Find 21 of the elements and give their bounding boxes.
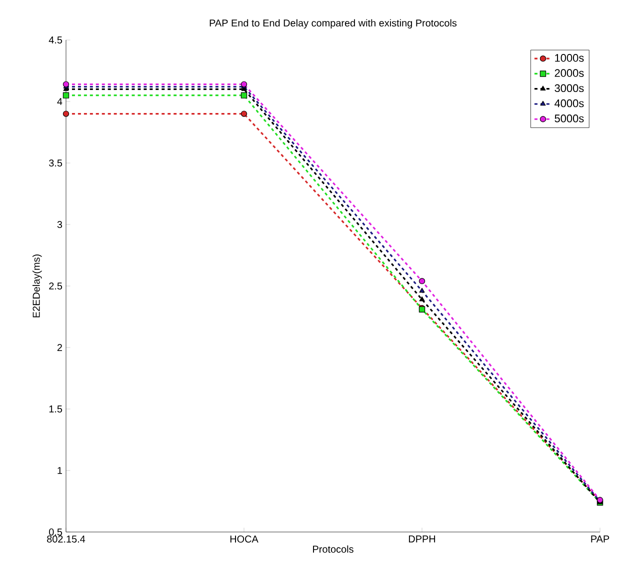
x-tick-label: 802.15.4 bbox=[47, 536, 86, 543]
y-tick-label: 3 bbox=[57, 220, 62, 228]
y-tick-label: 4 bbox=[57, 98, 62, 105]
legend-label: 5000s bbox=[554, 114, 584, 122]
y-tick-label: 2.5 bbox=[49, 282, 62, 290]
y-axis-title: E2EDelay(ms) bbox=[32, 254, 42, 318]
y-tick-label: 4.5 bbox=[48, 36, 62, 44]
y-tick-label: 1 bbox=[58, 467, 62, 474]
chart-title: PAP End to End Delay compared with existing Protocols bbox=[210, 19, 457, 28]
legend-label: 1000s bbox=[555, 54, 584, 62]
x-tick-label: DPPH bbox=[408, 536, 436, 542]
y-tick-label: 0.5 bbox=[49, 528, 62, 536]
y-tick-label: 2 bbox=[57, 344, 62, 351]
legend-label: 3000s bbox=[554, 84, 584, 92]
y-tick-label: 1.5 bbox=[49, 406, 62, 412]
x-axis-title: Protocols bbox=[313, 545, 354, 553]
x-tick-label: HOCA bbox=[230, 536, 258, 543]
x-tick-label: PAP bbox=[591, 536, 610, 542]
legend-label: 4000s bbox=[554, 99, 584, 108]
y-tick-label: 3.5 bbox=[49, 159, 62, 167]
legend-label: 2000s bbox=[554, 69, 584, 77]
